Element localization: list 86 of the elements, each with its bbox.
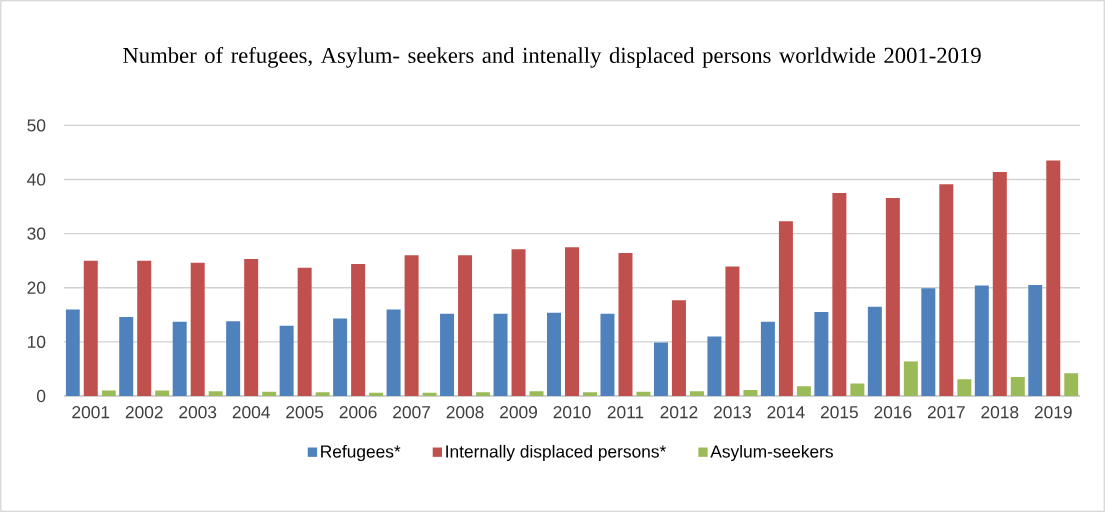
x-tick-label: 2014 [767,406,805,419]
x-tick-label: 2011 [607,406,644,419]
bar [172,321,187,396]
x-tick-label: 2002 [125,406,163,419]
x-tick-label: 2012 [660,406,698,419]
bar [618,253,633,396]
bar [297,267,312,396]
bar [653,342,668,396]
bar [974,285,989,396]
x-tick-label: 2016 [874,406,912,419]
bar [778,221,793,396]
y-tick-label: 40 [27,173,46,186]
bar [565,247,580,396]
bar [814,312,829,396]
legend-label: Asylum-seekers [710,444,833,462]
bar [529,391,544,396]
bar [279,325,294,396]
y-tick-label: 50 [27,119,46,132]
bar [1064,373,1079,396]
y-tick-label: 10 [28,335,46,348]
bar [155,390,170,396]
bar [315,392,330,396]
bar [493,313,508,396]
bar [190,262,205,396]
bar [101,390,116,396]
y-tick-label: 0 [36,389,46,403]
bar [244,259,259,396]
bar [850,383,865,396]
bar [600,313,615,396]
bar [208,391,223,396]
bar [458,255,473,396]
bar [743,390,758,396]
x-tick-label: 2015 [820,406,858,419]
bar [760,321,775,396]
x-tick-label: 2019 [1034,406,1072,419]
x-tick-label: 2017 [927,406,965,419]
chart-title: Number of refugees, Asylum- seekers and intenally displaced persons worldwide 2001-2019 [123,46,981,68]
bar [422,392,437,396]
legend-label: Refugees* [321,444,401,462]
bar [226,321,241,396]
bar [351,263,366,396]
x-tick-label: 2006 [339,406,377,419]
bar [832,193,847,396]
bar [65,309,80,396]
bar [671,300,686,396]
bar [885,197,900,396]
x-tick-label: 2018 [981,406,1019,419]
bar [404,255,419,396]
bar [636,391,651,396]
legend-label: Internally displaced persons* [446,444,666,462]
x-tick-label: 2010 [553,406,591,419]
x-tick-label: 2007 [393,406,430,419]
x-tick-label: 2003 [179,406,217,419]
bar [333,318,348,396]
bar [725,266,740,396]
bar [547,312,562,396]
bar [689,391,704,396]
x-tick-label: 2013 [714,406,751,419]
x-tick-label: 2001 [72,406,110,419]
x-tick-label: 2004 [232,406,270,419]
bar [1028,285,1043,396]
bar [583,392,598,396]
bar [119,316,134,396]
bar [903,361,918,396]
x-tick-label: 2005 [286,406,324,419]
bar [476,392,491,396]
bar [707,336,722,396]
bar [137,260,152,396]
bar [957,379,972,396]
y-tick-label: 20 [27,281,46,294]
bar [796,386,811,396]
bar [867,306,882,396]
x-tick-label: 2009 [500,406,537,419]
bar [262,391,277,396]
bar [1010,377,1025,396]
bar [386,309,401,396]
x-tick-label: 2008 [446,406,484,419]
bar [369,392,384,396]
y-tick-label: 30 [27,227,46,240]
bar [992,171,1007,396]
bar [1046,160,1061,396]
bar [83,260,98,396]
bar [921,288,936,396]
bar [939,184,954,396]
bar [511,249,526,396]
bar [440,313,455,396]
